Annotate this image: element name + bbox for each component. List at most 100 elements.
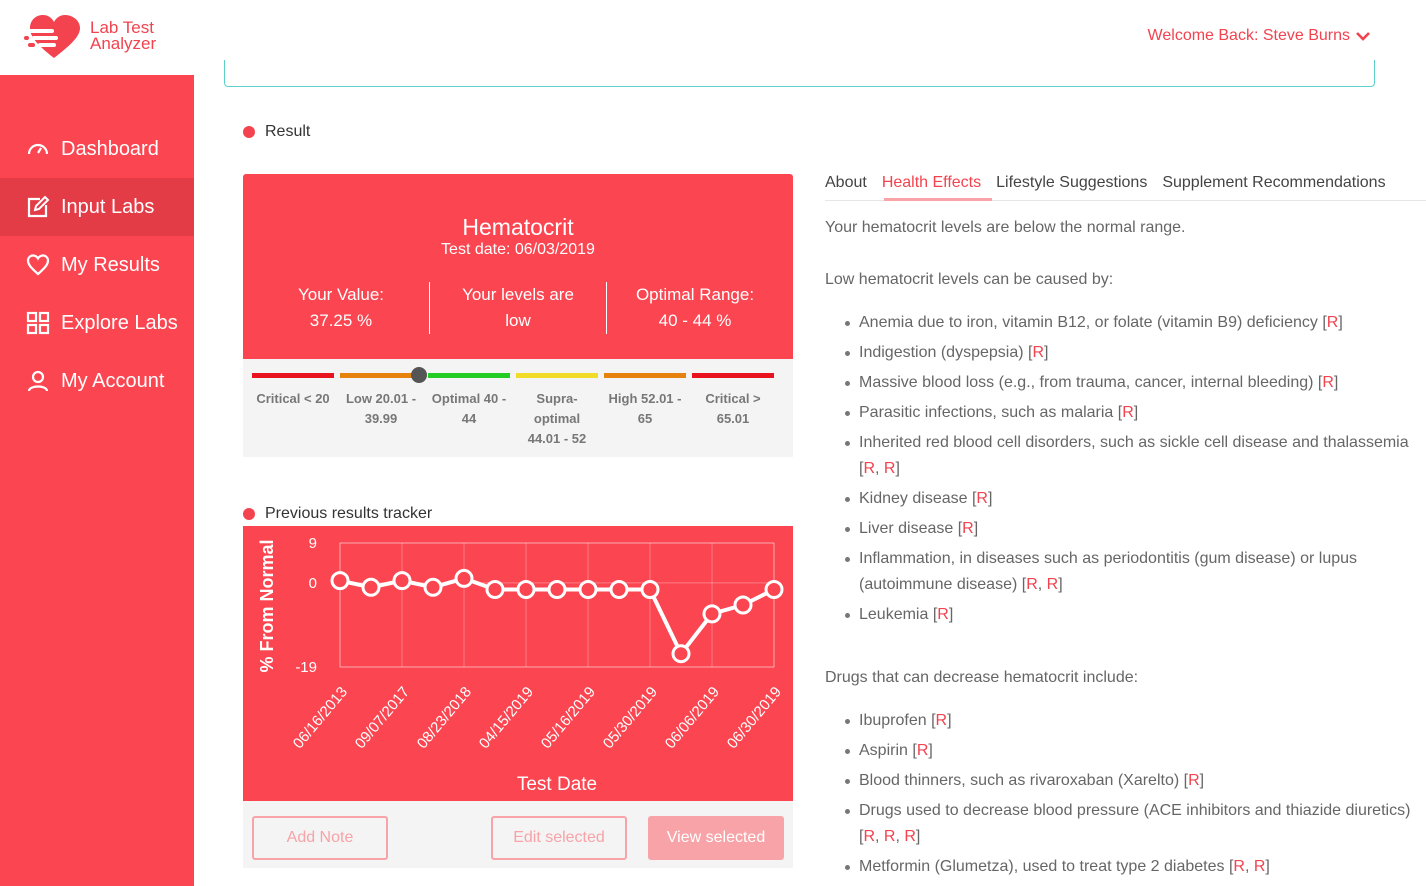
tab-supplement-recommendations[interactable]: Supplement Recommendations bbox=[1162, 174, 1386, 191]
data-point bbox=[516, 580, 536, 599]
x-tick-label: 06/06/2019 bbox=[662, 684, 723, 752]
your-value: 37.25 % bbox=[309, 311, 373, 330]
range-label: Supra-optimal 44.01 - 52 bbox=[514, 389, 600, 449]
plot-frame bbox=[339, 542, 775, 668]
range-label: Optimal 40 - 44 bbox=[426, 389, 512, 429]
reference-link[interactable]: R bbox=[883, 828, 896, 845]
range-label-line: 65.01 bbox=[716, 411, 750, 426]
reference-link[interactable]: R bbox=[962, 520, 974, 537]
drugs-heading: Drugs that can decrease hematocrit inclu… bbox=[825, 669, 1139, 686]
y-tick-label: 9 bbox=[309, 535, 317, 552]
view-selected-button[interactable]: View selected bbox=[648, 816, 784, 860]
reference-link[interactable]: R bbox=[1032, 344, 1044, 361]
list-item-text: Indigestion (dyspepsia) bbox=[859, 344, 1028, 361]
list-item: Ibuprofen [R] bbox=[841, 708, 1426, 734]
levels-value: low bbox=[505, 311, 531, 330]
data-point bbox=[423, 577, 443, 597]
data-point bbox=[609, 580, 629, 599]
sidebar-item-dashboard[interactable]: Dashboard bbox=[0, 120, 194, 178]
column-divider bbox=[429, 282, 430, 334]
logo[interactable]: Lab Test Analyzer bbox=[24, 14, 184, 62]
reference-link[interactable]: R bbox=[1046, 576, 1059, 593]
range-label-line: Low 20.01 - bbox=[345, 391, 417, 406]
active-tab-underline bbox=[884, 198, 992, 201]
top-bar: Lab Test Analyzer Welcome Back: Steve Bu… bbox=[0, 0, 1426, 75]
bracket: [ bbox=[971, 490, 977, 507]
range-label-line: optimal bbox=[533, 411, 581, 426]
tabs-divider bbox=[825, 200, 1426, 201]
bracket: ] bbox=[948, 606, 954, 623]
bracket: ] bbox=[1133, 404, 1139, 421]
tracker-label-text: Previous results tracker bbox=[265, 505, 433, 522]
sidebar-item-label: Dashboard bbox=[61, 137, 159, 160]
reference-link[interactable]: R bbox=[1188, 772, 1200, 789]
list-item: Leukemia [R] bbox=[841, 602, 1426, 628]
sidebar-item-input-labs[interactable]: Input Labs bbox=[0, 178, 194, 236]
separator: , bbox=[875, 460, 884, 477]
range-label: Critical > 65.01 bbox=[690, 389, 776, 429]
bracket: [ bbox=[957, 520, 963, 537]
bracket: [ bbox=[1117, 404, 1123, 421]
list-item: Anemia due to iron, vitamin B12, or fola… bbox=[841, 310, 1426, 336]
separator: , bbox=[895, 828, 905, 845]
reference-link[interactable]: R bbox=[1326, 314, 1339, 331]
your-value-column: Your Value: 37.25 % bbox=[253, 282, 429, 334]
bracket: [ bbox=[1317, 374, 1323, 391]
range-label-line: Supra- bbox=[536, 391, 578, 406]
reference-link[interactable]: R bbox=[1026, 576, 1038, 593]
bracket: ] bbox=[987, 490, 993, 507]
user-menu[interactable]: Welcome Back: Steve Burns bbox=[1148, 27, 1370, 45]
data-point bbox=[454, 568, 474, 588]
reference-link[interactable]: R bbox=[863, 828, 876, 845]
sidebar-item-explore-labs[interactable]: Explore Labs bbox=[0, 294, 194, 352]
optimal-label: Optimal Range: bbox=[635, 285, 755, 304]
list-item-text: Kidney disease bbox=[859, 490, 972, 507]
range-label-line: Critical > bbox=[705, 391, 761, 406]
reference-link[interactable]: R bbox=[937, 606, 949, 623]
bracket: ] bbox=[895, 460, 900, 477]
reference-link[interactable]: R bbox=[976, 490, 988, 507]
sidebar-item-my-account[interactable]: My Account bbox=[0, 352, 194, 410]
range-label: High 52.01 - 65 bbox=[602, 389, 688, 429]
reference-link[interactable]: R bbox=[883, 460, 896, 477]
x-tick-label: 05/16/2019 bbox=[538, 684, 599, 752]
data-point bbox=[361, 577, 381, 597]
range-scale: Critical < 20 Low 20.01 - 39.99 Optimal 40 … bbox=[243, 359, 793, 457]
reference-link[interactable]: R bbox=[1122, 404, 1134, 421]
tab-health-effects[interactable]: Health Effects bbox=[881, 174, 982, 191]
list-item-text: Drugs used to decrease blood pressure (A… bbox=[859, 802, 1411, 819]
data-point bbox=[485, 580, 505, 599]
health-effects-content: Your hematocrit levels are below the nor… bbox=[825, 218, 1426, 884]
reference-link[interactable]: R bbox=[916, 742, 929, 759]
bullet-dot-icon bbox=[243, 508, 255, 520]
result-section-label: Result bbox=[243, 123, 310, 141]
reference-link[interactable]: R bbox=[1322, 374, 1334, 391]
bracket: ] bbox=[1044, 344, 1049, 361]
bracket: [ bbox=[1021, 576, 1027, 593]
reference-link[interactable]: R bbox=[904, 828, 916, 845]
reference-link[interactable]: R bbox=[863, 460, 876, 477]
bracket: [ bbox=[1183, 772, 1189, 789]
list-item: Inherited red blood cell disorders, such… bbox=[841, 430, 1426, 482]
reference-link[interactable]: R bbox=[1233, 858, 1245, 875]
logo-text: Lab Test Analyzer bbox=[90, 19, 156, 52]
add-note-button[interactable]: Add Note bbox=[252, 816, 388, 860]
sidebar-item-my-results[interactable]: My Results bbox=[0, 236, 194, 294]
range-label-line: 39.99 bbox=[364, 411, 398, 426]
data-point bbox=[392, 571, 412, 591]
list-item: Massive blood loss (e.g., from trauma, c… bbox=[841, 370, 1426, 396]
list-item: Blood thinners, such as rivaroxaban (Xar… bbox=[841, 768, 1426, 794]
list-item-text: Parasitic infections, such as malaria bbox=[859, 404, 1118, 421]
data-point bbox=[702, 604, 722, 624]
bracket: ] bbox=[1265, 858, 1270, 875]
tab-lifestyle-suggestions[interactable]: Lifestyle Suggestions bbox=[996, 174, 1148, 191]
chart-actions: Add Note Edit selected View selected bbox=[243, 801, 793, 868]
reference-link[interactable]: R bbox=[1253, 858, 1266, 875]
reference-link[interactable]: R bbox=[935, 712, 948, 729]
bracket: ] bbox=[1338, 314, 1343, 331]
info-tabs: About Health Effects Lifestyle Suggestio… bbox=[825, 174, 1386, 197]
edit-selected-button[interactable]: Edit selected bbox=[491, 816, 627, 860]
x-tick-label: 06/30/2019 bbox=[724, 684, 785, 752]
tab-about[interactable]: About bbox=[825, 174, 867, 191]
sidebar-item-label: Input Labs bbox=[61, 195, 155, 218]
